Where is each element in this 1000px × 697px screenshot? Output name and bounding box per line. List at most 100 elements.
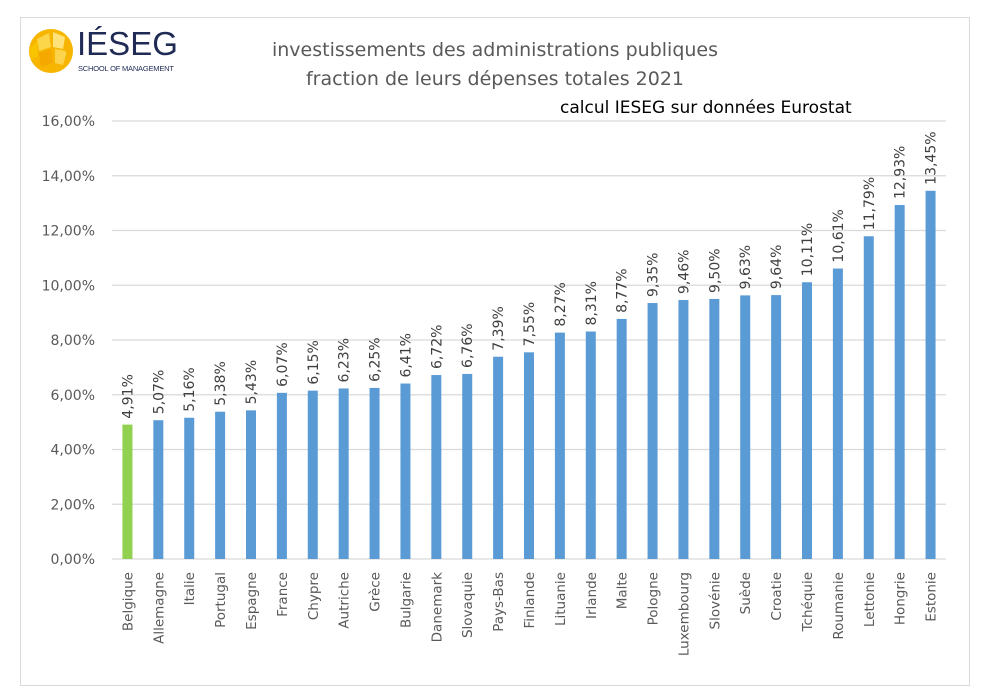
y-tick-label: 6,00% xyxy=(51,388,95,404)
data-label: 6,25% xyxy=(368,337,384,381)
data-label: 9,46% xyxy=(676,250,692,294)
x-category-label: Grèce xyxy=(368,572,384,612)
x-category-label: Luxembourg xyxy=(676,572,692,656)
data-label: 9,50% xyxy=(707,248,723,292)
data-label: 6,41% xyxy=(398,333,414,377)
x-category-label: Pays-Bas xyxy=(491,572,507,632)
globe-logo-icon xyxy=(29,29,73,73)
x-category-label: Lituanie xyxy=(553,572,569,626)
y-tick-label: 16,00% xyxy=(42,114,95,130)
chart-subtitle: calcul IESEG sur données Eurostat xyxy=(560,98,852,118)
y-tick-label: 2,00% xyxy=(51,497,95,513)
bar-suède xyxy=(740,295,751,559)
x-category-label: Hongrie xyxy=(893,572,909,625)
bar-luxembourg xyxy=(678,300,689,559)
x-category-label: Autriche xyxy=(337,572,353,629)
x-category-label: Malte xyxy=(615,572,631,609)
y-tick-label: 8,00% xyxy=(51,333,95,349)
x-category-label: Italie xyxy=(182,572,198,605)
logo-wordmark: IÉSEG xyxy=(77,25,178,62)
bar-croatie xyxy=(771,295,782,559)
bar-hongrie xyxy=(894,205,905,559)
bar-italie xyxy=(184,417,195,559)
y-tick-label: 10,00% xyxy=(42,278,95,294)
x-category-label: Lettonie xyxy=(862,572,878,627)
data-labels: 4,91% 5,07% 5,16% 5,38% 5,43% 6,07% 6,15% 6,23%… xyxy=(120,131,939,418)
data-label: 10,11% xyxy=(800,223,816,276)
bar-lituanie xyxy=(554,332,565,559)
y-tick-label: 14,00% xyxy=(42,169,95,185)
bars xyxy=(122,190,936,559)
bar-portugal xyxy=(215,411,226,559)
bar-irlande xyxy=(585,331,596,559)
bar-estonie xyxy=(925,190,936,559)
x-category-label: France xyxy=(275,572,291,617)
data-label: 6,23% xyxy=(337,338,353,382)
x-category-label: Pologne xyxy=(646,572,662,625)
bar-danemark xyxy=(431,375,442,559)
y-axis-ticks: 0,00% 2,00% 4,00% 6,00% 8,00% 10,00% 12,00% 14,… xyxy=(42,114,95,568)
x-category-label: Chypre xyxy=(306,572,322,620)
x-category-label: Roumanie xyxy=(831,572,847,640)
bar-malte xyxy=(616,318,627,559)
data-label: 9,64% xyxy=(769,245,785,289)
x-category-label: Finlande xyxy=(522,572,538,629)
ieseg-logo: IÉSEG SCHOOL OF MANAGEMENT xyxy=(27,25,178,77)
bar-chypre xyxy=(307,390,318,559)
data-label: 8,31% xyxy=(584,281,600,325)
data-label: 5,43% xyxy=(244,360,260,404)
x-category-label: Tchéquie xyxy=(800,572,816,632)
y-tick-label: 4,00% xyxy=(51,443,95,459)
data-label: 12,93% xyxy=(893,146,909,199)
bar-grèce xyxy=(369,387,380,559)
data-label: 9,63% xyxy=(738,245,754,289)
bar-bulgarie xyxy=(400,383,411,559)
bar-slovaquie xyxy=(462,373,473,559)
data-label: 4,91% xyxy=(120,374,136,418)
chart-title-line-1: investissements des administrations publ… xyxy=(271,39,719,61)
data-label: 7,39% xyxy=(491,306,507,350)
data-label: 6,15% xyxy=(306,340,322,384)
x-category-label: Estonie xyxy=(924,572,940,622)
x-category-label: Belgique xyxy=(120,572,136,631)
x-category-label: Suède xyxy=(738,572,754,614)
data-label: 6,76% xyxy=(460,323,476,367)
data-label: 5,16% xyxy=(182,367,198,411)
bar-finlande xyxy=(524,352,534,559)
logo-tagline: SCHOOL OF MANAGEMENT xyxy=(78,64,174,73)
data-label: 13,45% xyxy=(924,131,940,184)
bar-slovénie xyxy=(709,298,720,559)
x-category-label: Portugal xyxy=(213,572,229,628)
x-category-label: Irlande xyxy=(584,572,600,619)
bar-france xyxy=(276,392,287,559)
data-label: 5,38% xyxy=(213,361,229,405)
data-label: 6,72% xyxy=(429,325,445,369)
x-category-label: Danemark xyxy=(429,572,445,643)
x-category-label: Espagne xyxy=(244,572,260,630)
x-axis-categories: Belgique Allemagne Italie Portugal Espagne Fr… xyxy=(120,572,939,656)
bar-lettonie xyxy=(863,236,874,559)
bar-pays-bas xyxy=(493,356,504,559)
y-tick-label: 0,00% xyxy=(51,552,95,568)
data-label: 11,79% xyxy=(862,177,878,230)
data-label: 8,77% xyxy=(615,268,631,312)
x-category-label: Allemagne xyxy=(151,572,167,644)
bar-espagne xyxy=(246,410,256,559)
data-label: 8,27% xyxy=(553,282,569,326)
bar-roumanie xyxy=(832,268,843,559)
bar-tchéquie xyxy=(802,282,812,559)
data-label: 7,55% xyxy=(522,302,538,346)
x-category-label: Slovénie xyxy=(707,572,723,630)
x-category-label: Croatie xyxy=(769,572,785,621)
data-label: 9,35% xyxy=(646,253,662,297)
bar-autriche xyxy=(338,388,349,559)
chart-title-line-2: fraction de leurs dépenses totales 2021 xyxy=(305,68,685,90)
x-category-label: Slovaquie xyxy=(460,572,476,638)
data-label: 10,61% xyxy=(831,209,847,262)
chart-title: investissements des administrations publ… xyxy=(200,36,790,94)
x-category-label: Bulgarie xyxy=(398,572,414,628)
bar-belgique xyxy=(122,424,133,559)
bar-pologne xyxy=(647,303,658,559)
bar-allemagne xyxy=(153,420,164,559)
